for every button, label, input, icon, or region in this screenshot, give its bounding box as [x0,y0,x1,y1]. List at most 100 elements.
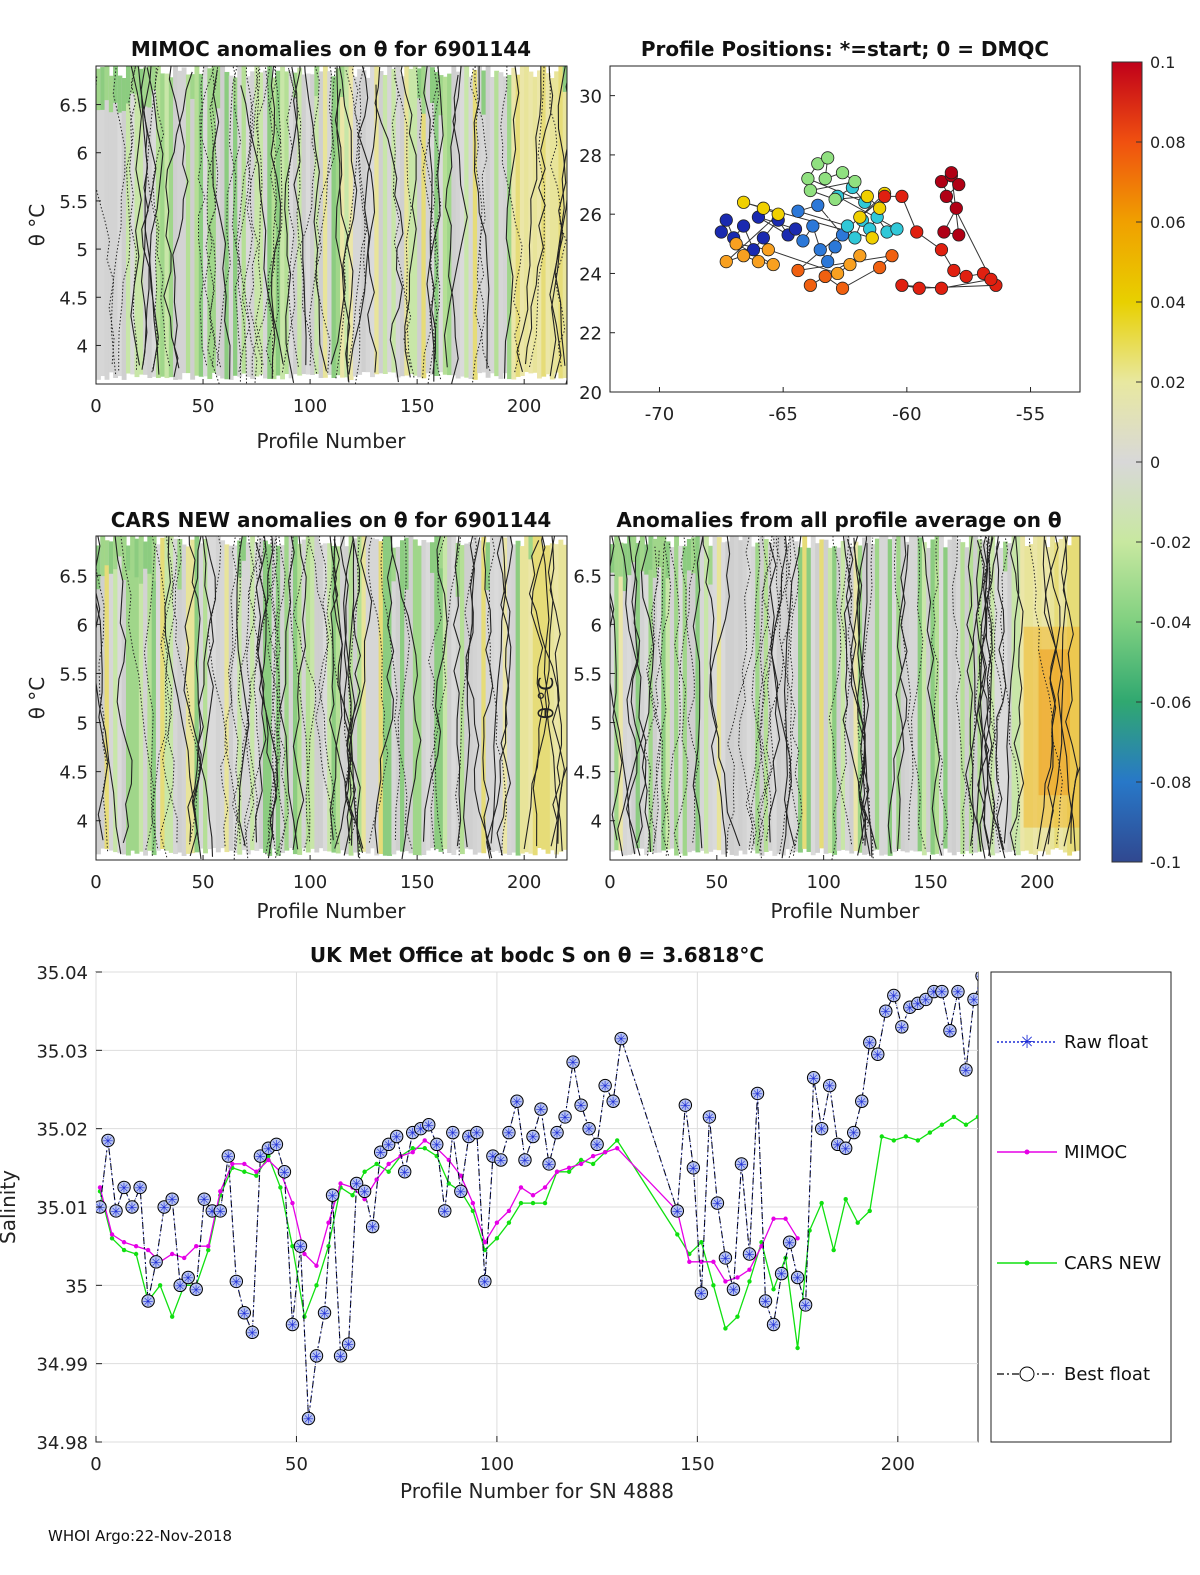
heatmap-cell [742,536,748,855]
cars-new-point [206,1247,211,1253]
best-float-point [245,1325,260,1340]
heatmap-cell [138,68,144,375]
heatmap-cell [130,66,136,375]
heatmap-cell [220,540,226,849]
contour-line [966,536,975,847]
heatmap-cell [301,74,307,375]
heatmap-cell [121,77,127,111]
heatmap-cell [644,544,650,575]
heatmap-cell [960,542,966,855]
contour-line [1042,539,1061,857]
raw-float-star-icon: ✳ [127,1201,138,1216]
heatmap-cell [228,75,234,380]
cars-panel-title: CARS NEW anomalies on θ for 6901144 [111,508,552,532]
heatmap-cell [288,71,294,379]
heatmap-cell [648,536,654,570]
heatmap-cell [545,73,551,375]
best-float-point [197,1192,211,1206]
heatmap-cell [866,536,872,855]
profile-position-marker [885,249,899,263]
contour-line [750,536,784,853]
heatmap-cell [682,546,688,574]
contour-line [200,66,221,368]
heatmap-cell [327,71,333,375]
heatmap-cell [254,542,260,851]
x-tick-label: 200 [507,396,541,417]
raw-float-star-icon: ✳ [167,1193,178,1208]
heatmap-cell [352,538,358,853]
heatmap-cell [511,67,517,380]
contour-line [831,542,854,860]
contour-line [628,536,647,844]
heatmap-cell [143,541,148,856]
contour-line [544,536,563,852]
contour-line [423,66,435,382]
legend-cars-label: CARS NEW [1064,1253,1161,1274]
mimoc-point [482,1240,488,1245]
contour-line [96,565,109,852]
best-float-point [678,1098,693,1112]
best-float-point [478,1274,492,1289]
mimoc-anomaly-panel: MIMOC anomalies on θ for 6901144 0 50 100 1… [25,37,568,453]
cars-new-point [879,1134,884,1139]
heatmap-cell [939,536,944,856]
contour-line [951,536,968,857]
raw-float-star-icon: ✳ [439,1205,450,1220]
heatmap-cell [840,540,846,850]
mimoc-axes-frame [95,65,568,385]
best-float-point [943,1024,957,1038]
contour-line [374,66,404,383]
contour-line [842,538,866,856]
profile-position-marker [949,201,963,215]
heatmap-cell [1020,536,1026,852]
contour-line [895,544,909,851]
x-tick-label: -70 [645,404,674,425]
best-float-point [181,1270,195,1285]
heatmap-cell [558,539,564,852]
heatmap-cell [155,66,161,379]
mimoc-point [133,1243,139,1249]
mimoc-point [121,1240,127,1245]
heatmap-cell [211,536,217,849]
mimoc-point [542,1185,548,1190]
best-float-point [237,1306,252,1320]
y-tick-label: 26 [579,205,602,226]
best-float-point [967,992,978,1007]
heatmap-cell [964,547,970,852]
contour-line [554,80,567,366]
best-float-point [422,1118,436,1132]
raw-float-star-icon: ✳ [969,993,980,1008]
legend-box [990,971,1172,1443]
mimoc-point [687,1259,692,1265]
heatmap-cell [900,536,906,852]
contour-line [400,66,417,378]
heatmap-cell [806,547,812,852]
heatmap-cell [125,545,131,571]
heatmap-cell [378,70,384,374]
best-float-point [766,1317,781,1332]
cars-new-point [975,1114,978,1120]
best-float-point [470,1125,484,1140]
heatmap-cell [314,536,320,853]
profile-position-marker [821,255,835,269]
best-float-point [534,1102,548,1116]
contour-line [422,69,440,379]
y-tick-label: 4 [77,336,88,357]
profile-position-marker [873,260,887,275]
contour-line [236,536,250,847]
profile-position-markers: ✳ [714,151,1003,295]
contour-line [154,543,175,858]
heatmap-cell [258,72,264,375]
best-float-point [919,992,933,1007]
y-tick-label: 28 [579,146,602,167]
heatmap-cell [134,538,140,854]
heatmap-cell [644,544,650,856]
heatmap-cell [100,67,106,377]
contour-line [189,536,214,857]
heatmap-cell [207,536,213,850]
contour-line [745,536,773,844]
contour-line [482,536,494,859]
heatmap-cell [421,66,427,379]
profile-position-marker [736,249,751,263]
heatmap-cell [177,70,183,380]
